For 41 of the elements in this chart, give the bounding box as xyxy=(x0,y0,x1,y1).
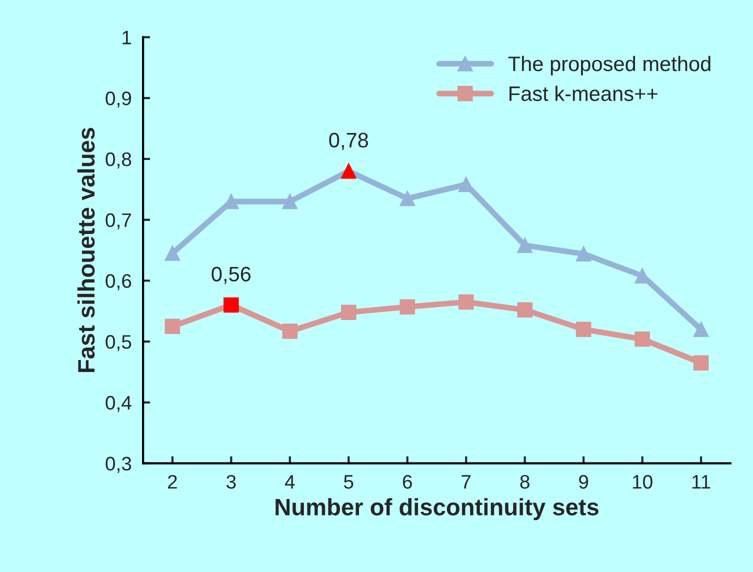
data-label: 0,78 xyxy=(329,132,368,150)
point xyxy=(282,324,298,339)
x-tick-label: 4 xyxy=(284,475,295,489)
point xyxy=(576,322,592,338)
y-axis-title: Fast silhouette values xyxy=(77,128,95,372)
x-tick-label: 5 xyxy=(344,475,354,489)
x-tick-label: 11 xyxy=(692,475,710,489)
point xyxy=(224,297,239,313)
point xyxy=(400,299,416,315)
point xyxy=(164,246,180,261)
point xyxy=(282,194,298,210)
x-tick-label: 9 xyxy=(579,474,588,489)
y-tick-label: 0,3 xyxy=(106,456,132,473)
point xyxy=(400,190,416,206)
point xyxy=(693,322,709,338)
y-tick-label: 0,5 xyxy=(106,335,132,352)
point xyxy=(576,246,592,262)
point xyxy=(458,294,474,310)
y-tick-label: 1 xyxy=(122,30,132,44)
x-tick-label: 8 xyxy=(520,474,530,489)
y-tick-label: 0,4 xyxy=(106,396,132,412)
point xyxy=(164,318,180,334)
x-axis-title: Number of discontinuity sets xyxy=(276,498,598,520)
point xyxy=(517,238,532,254)
y-tick-label: 0,7 xyxy=(106,213,131,230)
x-tick-label: 7 xyxy=(462,475,471,489)
data-label: 0,56 xyxy=(212,266,251,284)
point xyxy=(634,331,650,347)
y-tick-label: 0,8 xyxy=(106,152,132,168)
x-tick-label: 2 xyxy=(168,474,177,489)
legend-label: The proposed method xyxy=(508,56,710,76)
y-tick-label: 0,6 xyxy=(106,274,132,290)
point xyxy=(693,355,709,371)
point xyxy=(517,302,532,318)
x-tick-label: 6 xyxy=(402,474,412,489)
y-tick-label: 0,9 xyxy=(106,92,132,108)
point xyxy=(341,163,356,179)
x-tick-label: 3 xyxy=(226,474,236,489)
legend-label: Fast k-means++ xyxy=(510,86,658,102)
point xyxy=(341,304,356,320)
x-tick-label: 10 xyxy=(632,474,652,489)
